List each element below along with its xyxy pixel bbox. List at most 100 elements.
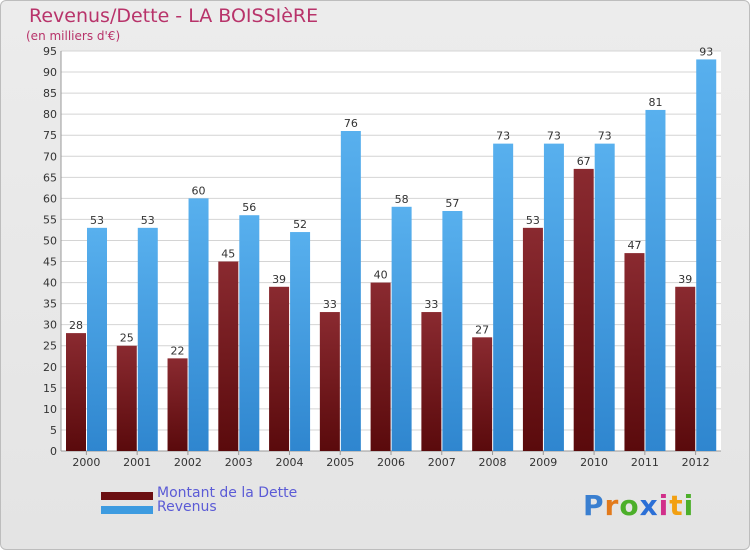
data-label-revenus: 60: [192, 184, 206, 197]
logo-letter: i: [683, 489, 695, 522]
data-label-dette: 22: [171, 344, 185, 357]
logo-letter: i: [658, 489, 670, 522]
proxiti-logo: Proxiti: [583, 489, 694, 522]
data-label-dette: 28: [69, 319, 83, 332]
data-label-dette: 27: [475, 323, 489, 336]
data-label-dette: 33: [323, 298, 337, 311]
bar-dette: [370, 282, 391, 451]
data-label-revenus: 57: [445, 197, 459, 210]
data-label-dette: 39: [272, 273, 286, 286]
bar-dette: [675, 286, 696, 451]
y-tick-label: 10: [43, 403, 57, 416]
bar-dette: [522, 227, 543, 451]
logo-letter: t: [669, 489, 684, 522]
bar-revenus: [340, 131, 361, 451]
data-label-dette: 25: [120, 332, 134, 345]
x-tick-label: 2010: [580, 456, 608, 469]
data-label-dette: 53: [526, 214, 540, 227]
bar-revenus: [645, 109, 666, 452]
data-label-revenus: 73: [496, 130, 510, 143]
logo-letter: P: [583, 489, 605, 522]
data-label-revenus: 53: [90, 214, 104, 227]
y-tick-label: 30: [43, 319, 57, 332]
bar-revenus: [188, 198, 209, 451]
data-label-revenus: 58: [395, 193, 409, 206]
bar-revenus: [543, 143, 564, 451]
chart-subtitle: (en milliers d'€): [26, 29, 121, 43]
y-tick-label: 50: [43, 234, 57, 247]
logo-letter: r: [604, 489, 620, 522]
x-tick-label: 2001: [123, 456, 151, 469]
data-label-revenus: 81: [648, 96, 662, 109]
y-tick-label: 55: [43, 213, 57, 226]
y-tick-label: 90: [43, 66, 57, 79]
legend-label-dette: Montant de la Dette: [157, 485, 298, 501]
data-label-revenus: 93: [699, 45, 713, 58]
plot-area: [61, 51, 721, 451]
bar-revenus: [493, 143, 514, 451]
bar-revenus: [594, 143, 615, 451]
y-tick-label: 20: [43, 361, 57, 374]
y-tick-label: 0: [50, 445, 57, 458]
x-tick-label: 2003: [225, 456, 253, 469]
logo-letter: x: [639, 489, 659, 522]
data-label-dette: 33: [424, 298, 438, 311]
x-tick-label: 2009: [529, 456, 557, 469]
legend-label-revenus: Revenus: [157, 499, 217, 515]
data-label-dette: 47: [627, 239, 641, 252]
data-label-revenus: 52: [293, 218, 307, 231]
y-tick-label: 25: [43, 340, 57, 353]
bar-dette: [319, 312, 340, 451]
chart-title: Revenus/Dette - LA BOISSIèRE: [29, 5, 319, 27]
y-tick-label: 75: [43, 129, 57, 142]
data-label-dette: 45: [221, 248, 235, 261]
legend-swatch-revenus: [101, 506, 153, 514]
x-tick-label: 2008: [479, 456, 507, 469]
data-label-revenus: 76: [344, 117, 358, 130]
bar-revenus: [239, 215, 260, 451]
y-tick-label: 85: [43, 87, 57, 100]
data-label-revenus: 73: [598, 130, 612, 143]
bar-revenus: [442, 211, 463, 451]
bar-dette: [269, 286, 290, 451]
data-label-revenus: 53: [141, 214, 155, 227]
bar-dette: [167, 358, 188, 451]
x-tick-label: 2002: [174, 456, 202, 469]
x-tick-label: 2000: [72, 456, 100, 469]
x-tick-label: 2007: [428, 456, 456, 469]
data-label-dette: 40: [374, 269, 388, 282]
x-tick-label: 2005: [326, 456, 354, 469]
bar-revenus: [290, 232, 311, 451]
y-tick-label: 45: [43, 256, 57, 269]
bar-dette: [472, 337, 493, 451]
y-tick-label: 15: [43, 382, 57, 395]
y-tick-label: 5: [50, 424, 57, 437]
x-tick-label: 2004: [275, 456, 303, 469]
data-label-dette: 67: [577, 155, 591, 168]
bar-revenus: [87, 227, 107, 451]
bar-dette: [66, 333, 86, 451]
y-tick-label: 70: [43, 150, 57, 163]
y-tick-label: 65: [43, 171, 57, 184]
logo-letter: o: [619, 489, 640, 522]
x-tick-label: 2011: [631, 456, 659, 469]
data-label-dette: 39: [678, 273, 692, 286]
y-tick-label: 40: [43, 277, 57, 290]
legend-swatch-dette: [101, 492, 153, 500]
bar-revenus: [696, 59, 717, 451]
bar-revenus: [391, 206, 412, 451]
data-label-revenus: 56: [242, 201, 256, 214]
bar-revenus: [137, 227, 158, 451]
y-tick-label: 80: [43, 108, 57, 121]
x-tick-label: 2006: [377, 456, 405, 469]
bar-dette: [116, 345, 137, 451]
bar-dette: [421, 312, 442, 451]
bar-dette: [573, 168, 594, 452]
y-tick-label: 60: [43, 192, 57, 205]
bar-dette: [218, 261, 239, 451]
y-tick-label: 35: [43, 298, 57, 311]
x-tick-label: 2012: [682, 456, 710, 469]
bar-dette: [624, 253, 645, 451]
